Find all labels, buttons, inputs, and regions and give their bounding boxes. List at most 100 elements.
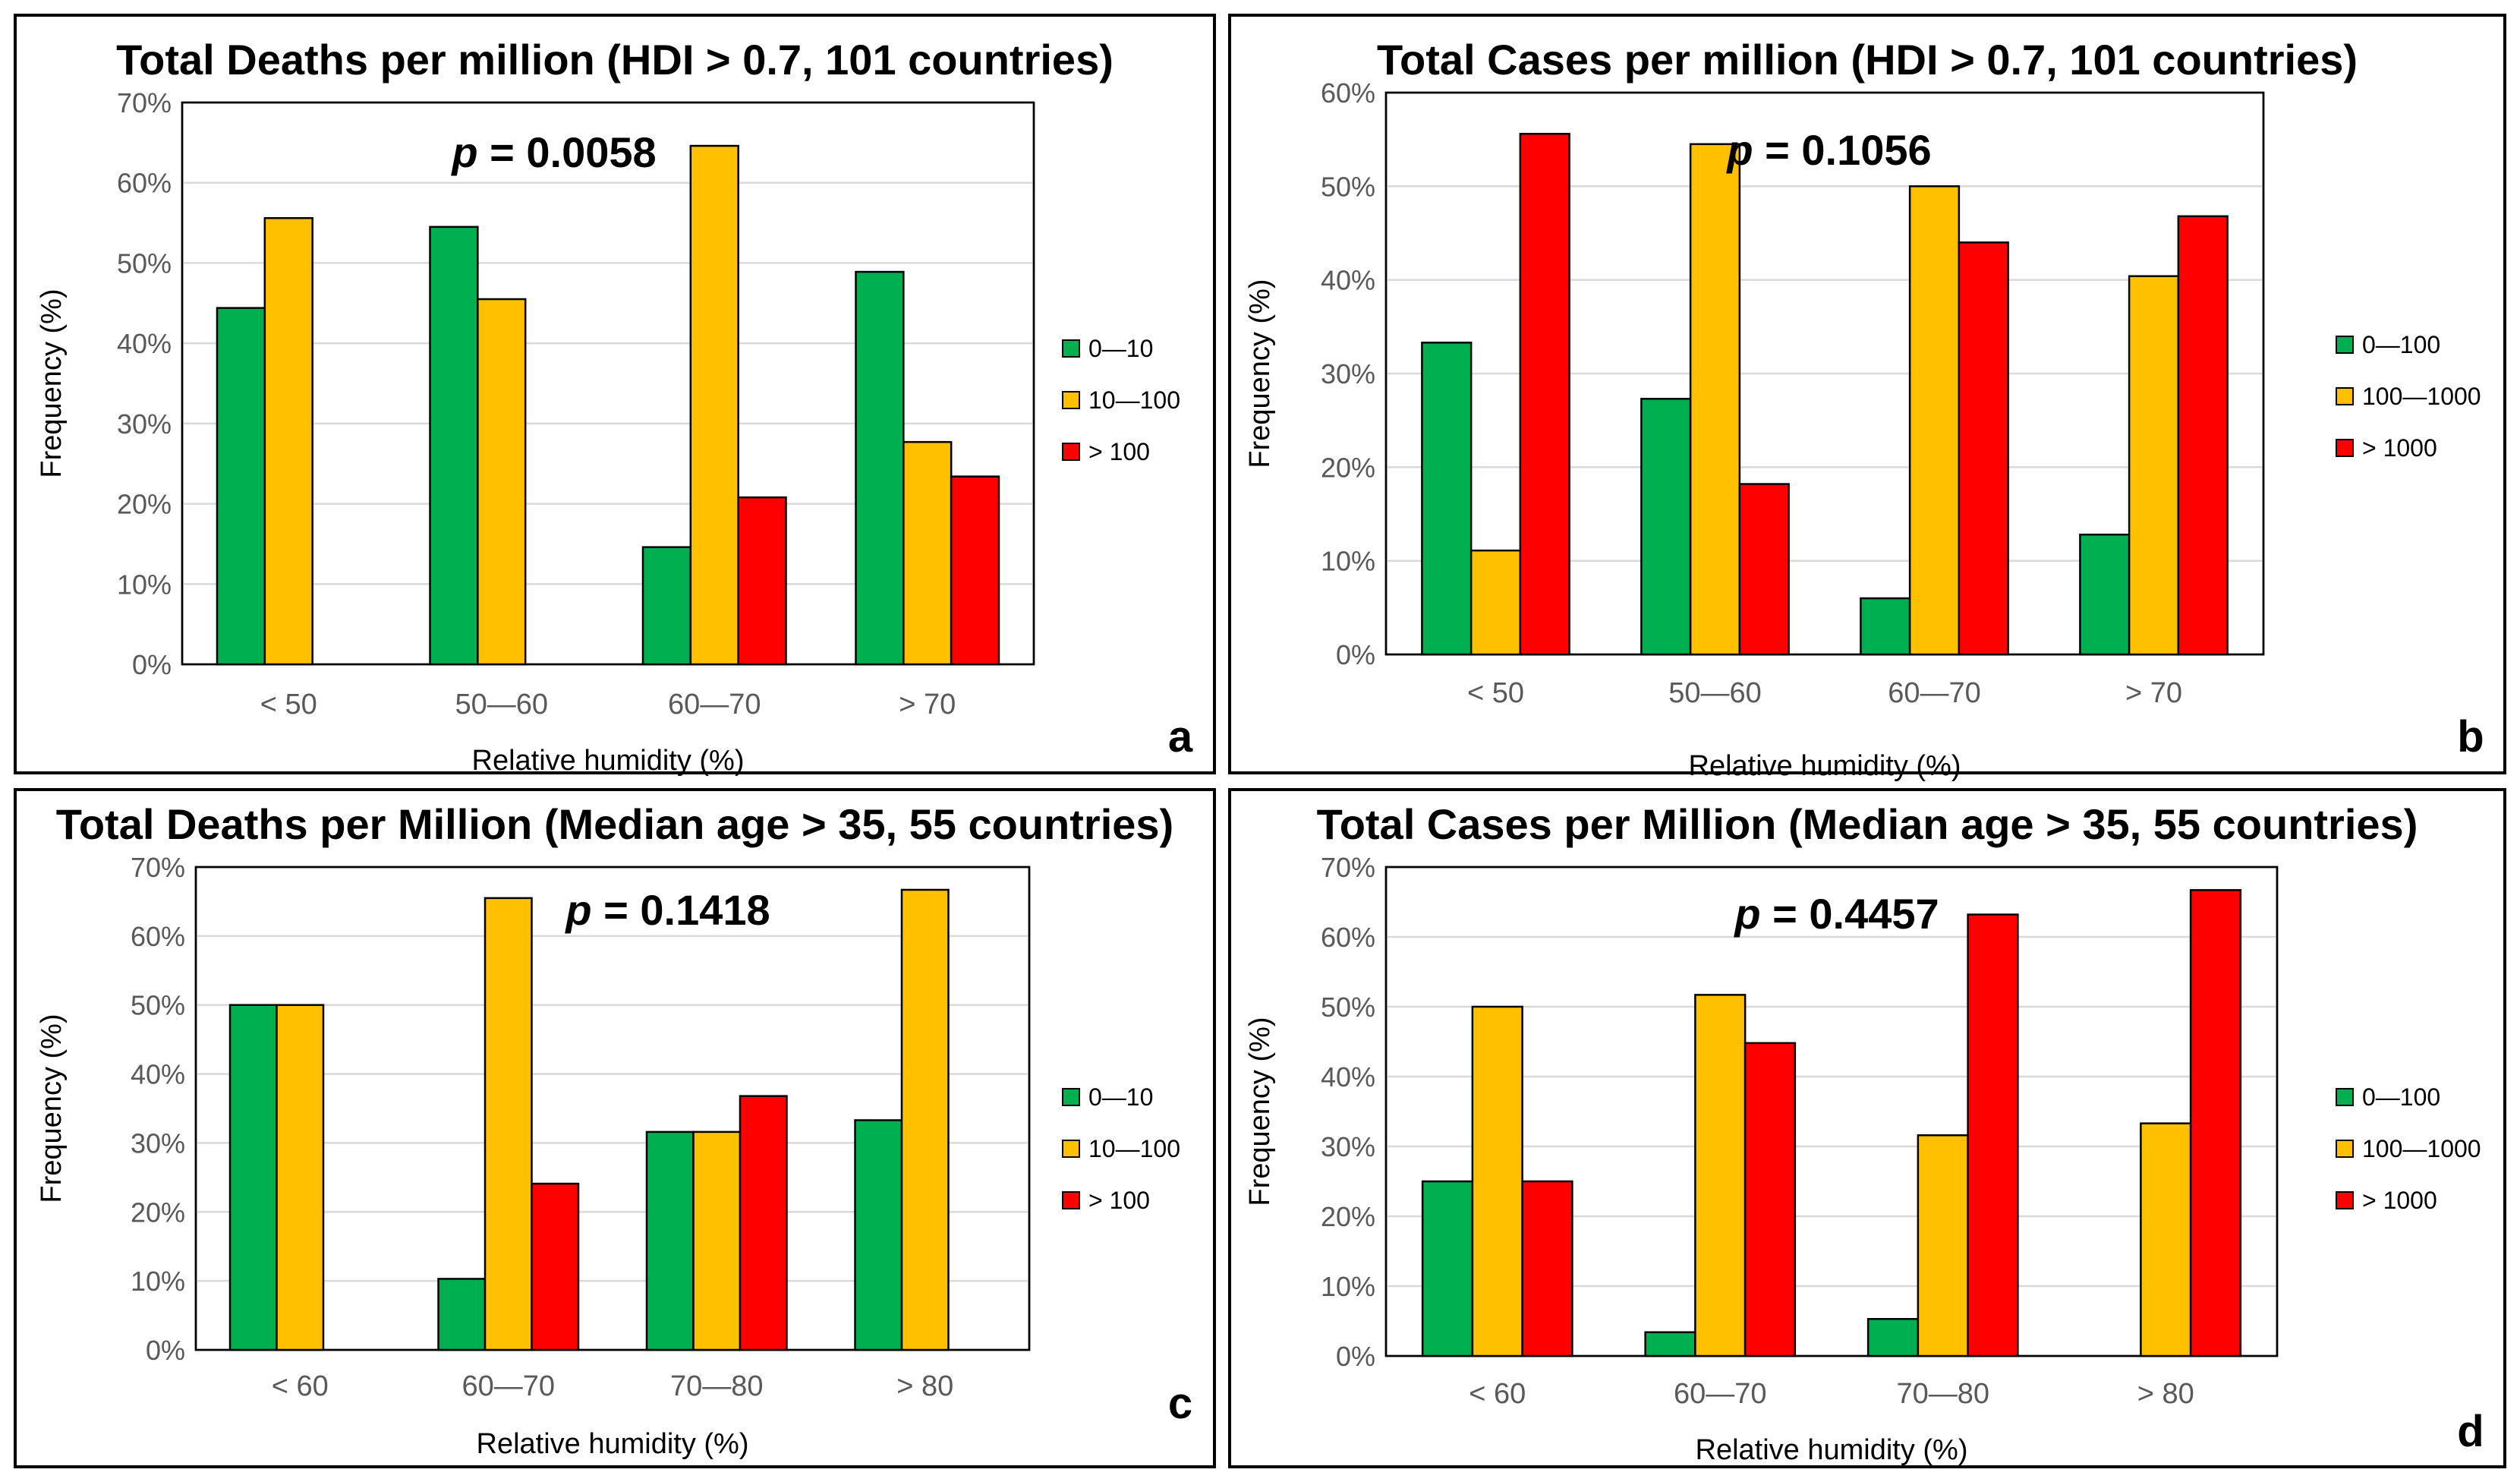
y-tick-label: 0% xyxy=(146,1335,185,1366)
bar-red xyxy=(737,496,787,666)
legend-swatch-orange xyxy=(1062,391,1080,409)
bar-orange xyxy=(1908,185,1961,656)
legend-swatch-orange xyxy=(2336,1140,2354,1158)
x-tick-label: 60—70 xyxy=(668,689,761,721)
bar-red xyxy=(950,475,1000,666)
legend-swatch-orange xyxy=(1062,1140,1080,1158)
legend-swatch-orange xyxy=(2336,387,2354,405)
bar-orange xyxy=(1471,1005,1523,1357)
legend-swatch-green xyxy=(1062,1088,1080,1106)
p-value-annotation: p = 0.0058 xyxy=(450,128,656,176)
legend-swatch-green xyxy=(1062,339,1080,358)
bar-red xyxy=(1738,483,1790,656)
y-tick-label: 30% xyxy=(117,408,172,440)
legend-swatch-red xyxy=(1062,443,1080,461)
chart-title: Total Cases per million (HDI > 0.7, 101 … xyxy=(1377,36,2358,84)
panel-frame xyxy=(14,14,1216,774)
y-tick-label: 60% xyxy=(117,168,172,199)
bar-green xyxy=(216,307,266,666)
legend-label: > 1000 xyxy=(2362,1187,2437,1214)
bar-green xyxy=(855,270,905,666)
bar-orange xyxy=(1694,994,1747,1357)
x-tick-label: 70—80 xyxy=(1896,1378,1989,1410)
legend-label: > 100 xyxy=(1088,438,1150,465)
x-axis-label: Relative humidity (%) xyxy=(1696,1434,1968,1466)
bar-orange xyxy=(2128,275,2180,656)
bar-green xyxy=(429,225,479,666)
bar-red xyxy=(1958,241,2009,656)
y-tick-label: 40% xyxy=(1321,1061,1375,1093)
legend-label: 0—10 xyxy=(1088,335,1153,362)
bar-red xyxy=(2189,889,2242,1357)
p-value: = 0.0058 xyxy=(478,128,657,176)
bar-green xyxy=(645,1130,695,1351)
y-tick-label: 70% xyxy=(1321,852,1375,883)
x-tick-label: > 80 xyxy=(896,1370,953,1402)
bar-red xyxy=(2177,215,2229,656)
legend-label: 100—1000 xyxy=(2362,1135,2481,1162)
legend-swatch-red xyxy=(2336,1191,2354,1209)
x-tick-label: < 60 xyxy=(272,1370,329,1402)
y-tick-label: 20% xyxy=(131,1197,185,1228)
y-tick-label: 10% xyxy=(131,1266,185,1297)
p-value-annotation: p = 0.4457 xyxy=(1733,890,1939,938)
x-axis-label: Relative humidity (%) xyxy=(472,745,745,777)
y-tick-label: 60% xyxy=(1321,922,1375,953)
bar-orange xyxy=(900,888,950,1351)
p-value-annotation: p = 0.1056 xyxy=(1725,126,1931,174)
chart-panel-d: 0% 10% 20% 30% 40% 50% 60% 70% < 60 60—70 70—80 > 8… xyxy=(1228,788,2506,1468)
bar-orange xyxy=(1469,549,1522,656)
panel-letter: d xyxy=(2457,1407,2484,1456)
y-tick-label: 60% xyxy=(1321,77,1375,109)
bar-orange xyxy=(263,216,313,666)
bar-orange xyxy=(276,1004,325,1351)
panel-letter: a xyxy=(1168,712,1193,761)
bar-red xyxy=(531,1182,580,1351)
y-tick-label: 10% xyxy=(1321,1271,1375,1302)
bar-orange xyxy=(2140,1122,2192,1357)
p-symbol: p xyxy=(1725,126,1753,174)
x-axis-label: Relative humidity (%) xyxy=(477,1428,749,1460)
bar-orange xyxy=(692,1130,742,1351)
legend-label: 10—100 xyxy=(1088,386,1180,414)
p-value: = 0.1418 xyxy=(592,886,770,934)
bar-green xyxy=(228,1004,278,1351)
bar-orange xyxy=(902,440,953,666)
x-tick-label: < 50 xyxy=(260,689,317,721)
panel-frame xyxy=(1228,14,2506,774)
y-tick-label: 40% xyxy=(131,1059,185,1090)
bar-red xyxy=(1519,133,1570,656)
y-tick-label: 10% xyxy=(1321,546,1375,577)
legend-swatch-red xyxy=(2336,439,2354,457)
y-tick-label: 30% xyxy=(1321,1131,1375,1162)
panel-letter: c xyxy=(1168,1379,1192,1428)
plot-border xyxy=(1384,91,2265,656)
bar-green xyxy=(1644,1331,1696,1357)
y-axis-label: Frequency (%) xyxy=(36,1014,68,1203)
panel-frame xyxy=(1228,788,2506,1468)
legend-label: 100—1000 xyxy=(2362,383,2481,410)
y-tick-label: 10% xyxy=(117,569,172,600)
legend-label: 10—100 xyxy=(1088,1135,1180,1162)
legend-swatch-green xyxy=(2336,336,2354,354)
bar-orange xyxy=(484,897,533,1351)
y-tick-label: 50% xyxy=(117,248,172,279)
x-tick-label: > 70 xyxy=(899,689,956,721)
legend-label: 0—100 xyxy=(2362,331,2440,358)
y-tick-label: 20% xyxy=(117,489,172,520)
x-tick-label: 50—60 xyxy=(455,689,548,721)
x-tick-label: 70—80 xyxy=(670,1370,764,1402)
legend-label: 0—100 xyxy=(2362,1083,2440,1111)
legend-swatch-red xyxy=(1062,1191,1080,1209)
y-axis-label: Frequency (%) xyxy=(1244,279,1276,468)
chart-panel-c: 0% 10% 20% 30% 40% 50% 60% 70% < 60 60—70 70—80 > 8… xyxy=(14,788,1216,1468)
legend-label: > 100 xyxy=(1088,1187,1150,1214)
bar-red xyxy=(1744,1042,1797,1357)
y-tick-label: 60% xyxy=(131,921,185,952)
chart-panel-a: 0% 10% 20% 30% 40% 50% 60% 70% < 50 50—60 60—70 > 7… xyxy=(14,14,1216,777)
bar-orange xyxy=(1689,143,1741,656)
x-tick-label: < 50 xyxy=(1467,677,1524,709)
x-tick-label: 60—70 xyxy=(461,1370,555,1402)
y-tick-label: 0% xyxy=(1336,639,1375,670)
chart-panel-b: 0% 10% 20% 30% 40% 50% 60% < 50 50—60 60—70 > 70 To… xyxy=(1228,14,2506,782)
